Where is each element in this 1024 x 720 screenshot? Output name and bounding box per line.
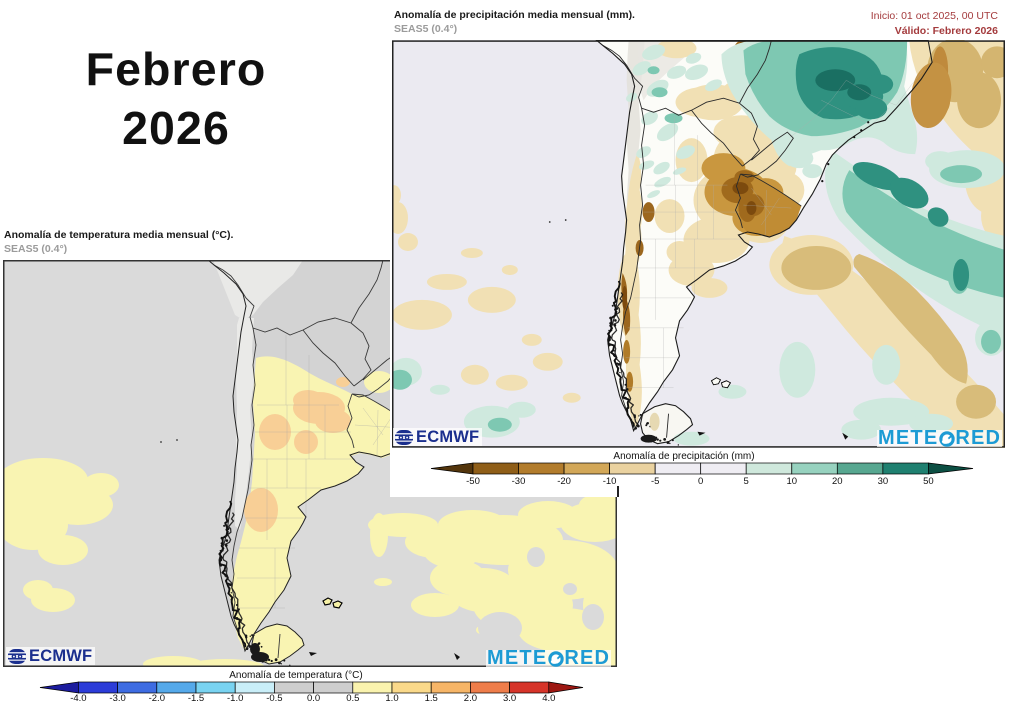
svg-text:-50: -50 — [466, 476, 480, 487]
svg-text:5: 5 — [744, 476, 749, 487]
svg-text:2.0: 2.0 — [464, 693, 477, 704]
svg-text:-5: -5 — [651, 476, 659, 487]
svg-text:4.0: 4.0 — [542, 693, 555, 704]
svg-text:-1.5: -1.5 — [188, 693, 204, 704]
svg-text:-0.5: -0.5 — [266, 693, 282, 704]
svg-text:1.0: 1.0 — [385, 693, 398, 704]
svg-text:50: 50 — [923, 476, 934, 487]
svg-text:-1.0: -1.0 — [227, 693, 243, 704]
svg-text:10: 10 — [787, 476, 798, 487]
svg-text:0.0: 0.0 — [307, 693, 320, 704]
svg-text:1.5: 1.5 — [425, 693, 438, 704]
svg-text:30: 30 — [878, 476, 889, 487]
svg-text:0.5: 0.5 — [346, 693, 359, 704]
svg-text:Anomalía de precipitación (mm): Anomalía de precipitación (mm) — [613, 451, 754, 462]
svg-text:0: 0 — [698, 476, 703, 487]
svg-text:Anomalía de temperatura (°C): Anomalía de temperatura (°C) — [229, 670, 363, 681]
svg-text:-20: -20 — [557, 476, 571, 487]
svg-text:-4.0: -4.0 — [70, 693, 86, 704]
svg-text:-3.0: -3.0 — [109, 693, 125, 704]
svg-text:-10: -10 — [603, 476, 617, 487]
svg-text:3.0: 3.0 — [503, 693, 516, 704]
svg-text:-2.0: -2.0 — [149, 693, 165, 704]
svg-text:20: 20 — [832, 476, 843, 487]
svg-text:-30: -30 — [512, 476, 526, 487]
